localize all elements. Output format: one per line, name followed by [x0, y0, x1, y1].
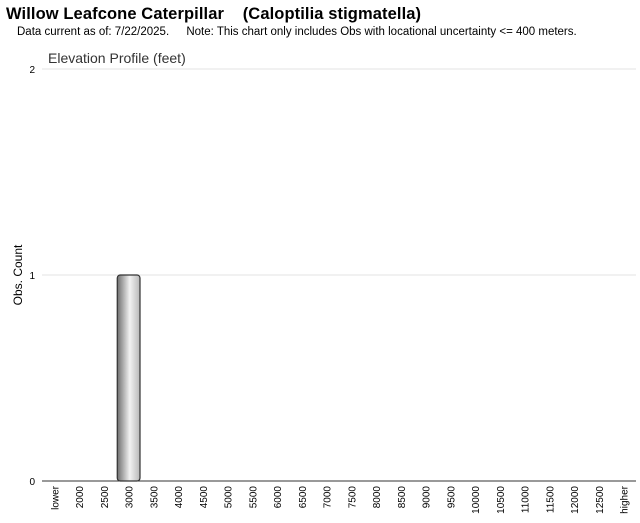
x-tick-label: 8000	[372, 486, 383, 509]
x-tick-label: 3000	[125, 486, 136, 509]
note-text: Note: This chart only includes Obs with …	[186, 26, 577, 38]
grid-layer	[42, 68, 636, 276]
y-tick-label: 1	[29, 271, 35, 282]
bar-layer	[116, 274, 141, 482]
y-axis-label: Obs. Count	[11, 244, 25, 305]
bar-3000	[116, 274, 141, 482]
x-tick-label: 10000	[471, 486, 482, 514]
x-tick-label: 12500	[595, 486, 606, 514]
y-tick-label: 0	[29, 477, 35, 488]
x-tick-label: 3500	[149, 486, 160, 509]
y-tick-label: 2	[29, 65, 35, 76]
x-tick-label: 8500	[397, 486, 408, 509]
x-tick-label: 7500	[347, 486, 358, 509]
species-common-name: Willow Leafcone Caterpillar	[6, 5, 225, 23]
chart-header-title: Willow Leafcone Caterpillar (Caloptilia …	[6, 5, 421, 24]
x-tick-label: 11000	[521, 486, 532, 514]
x-tick-label: 2500	[100, 486, 111, 509]
x-tick-label: 4500	[199, 486, 210, 509]
x-tick-label: lower	[50, 485, 61, 510]
x-tick-label: higher	[620, 485, 631, 513]
x-tick-label: 9500	[446, 486, 457, 509]
x-tick-label: 2000	[75, 486, 86, 509]
x-tick-label: 5500	[248, 486, 259, 509]
chart-title: Elevation Profile (feet)	[48, 50, 186, 66]
data-current-text: Data current as of: 7/22/2025.	[17, 26, 170, 38]
chart-header-subtitle: Data current as of: 7/22/2025. Note: Thi…	[17, 26, 577, 38]
x-tick-label: 4000	[174, 486, 185, 509]
x-tick-label: 11500	[545, 486, 556, 514]
axis-layer: 0 1 2 lower 2000 2500 3000 3500 4000 4500 5000 5500…	[29, 65, 636, 514]
x-tick-label: 6500	[298, 486, 309, 509]
species-scientific-name: (Caloptilia stigmatella)	[242, 5, 422, 23]
x-tick-label: 12000	[570, 486, 581, 514]
x-tick-label: 6000	[273, 486, 284, 509]
x-tick-label: 5000	[224, 486, 235, 509]
x-tick-label: 7000	[323, 486, 334, 509]
x-tick-label: 9000	[422, 486, 433, 509]
x-tick-label: 10500	[496, 486, 507, 514]
